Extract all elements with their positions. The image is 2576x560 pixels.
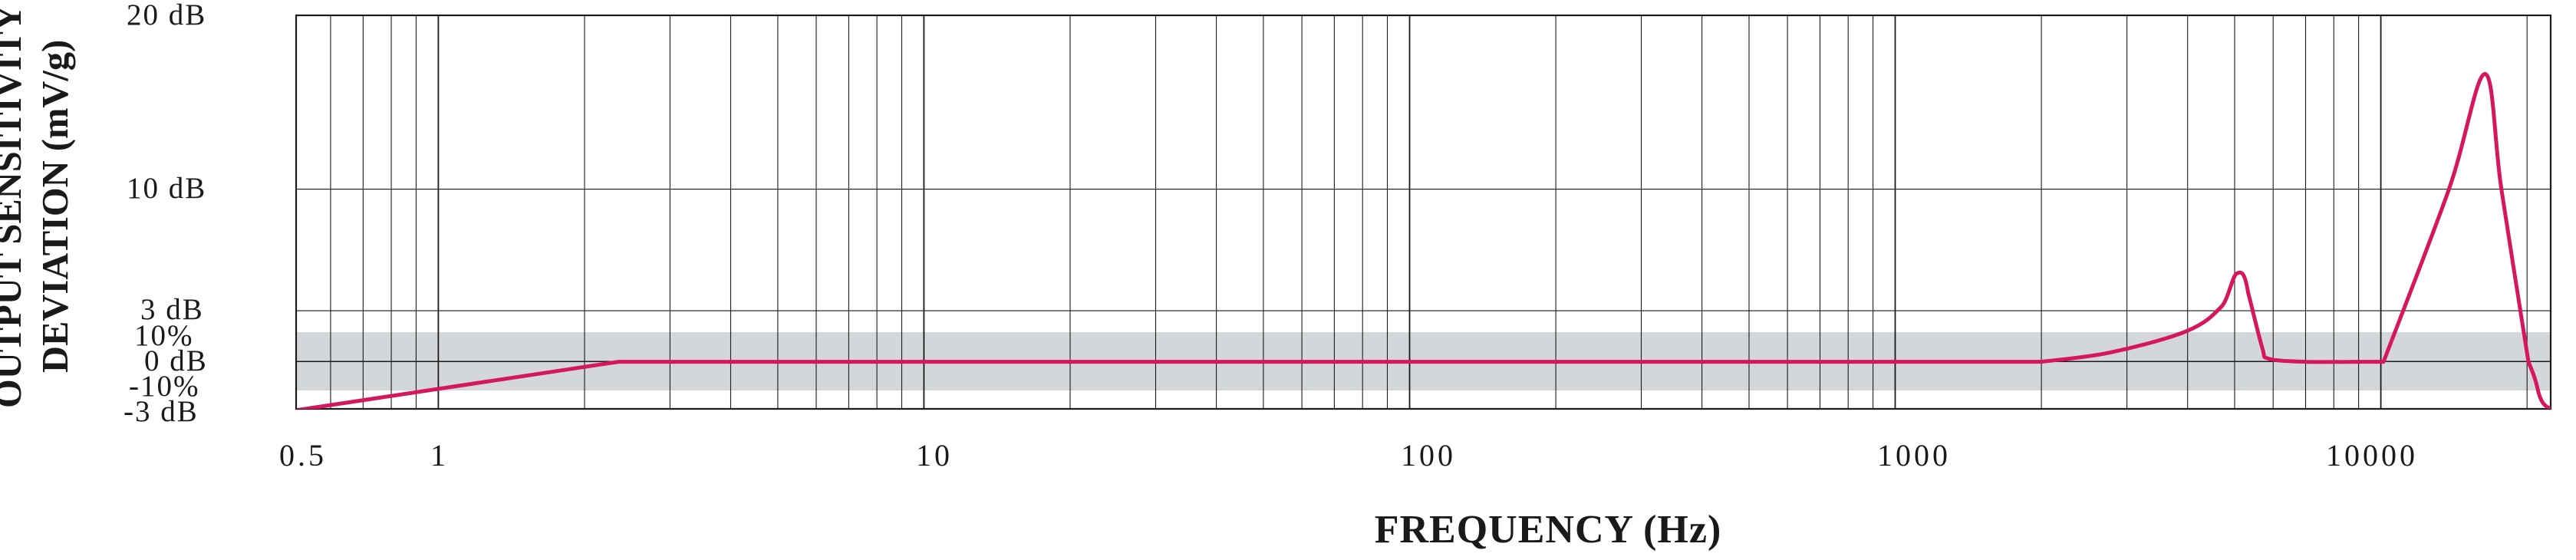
svg-text:10000: 10000	[2326, 438, 2418, 473]
svg-text:0.5: 0.5	[279, 438, 327, 473]
svg-text:DEVIATION (mV/g): DEVIATION (mV/g)	[35, 40, 76, 373]
svg-text:100: 100	[1401, 438, 1456, 473]
svg-text:10: 10	[916, 438, 953, 473]
svg-text:1: 1	[430, 438, 449, 473]
svg-text:10 dB: 10 dB	[127, 172, 206, 205]
svg-text:1000: 1000	[1877, 438, 1951, 473]
svg-text:OUTPUT SENSITIVITY: OUTPUT SENSITIVITY	[0, 5, 29, 408]
svg-text:20 dB: 20 dB	[127, 0, 206, 31]
svg-text:-3 dB: -3 dB	[124, 395, 199, 428]
svg-text:FREQUENCY (Hz): FREQUENCY (Hz)	[1375, 508, 1722, 552]
